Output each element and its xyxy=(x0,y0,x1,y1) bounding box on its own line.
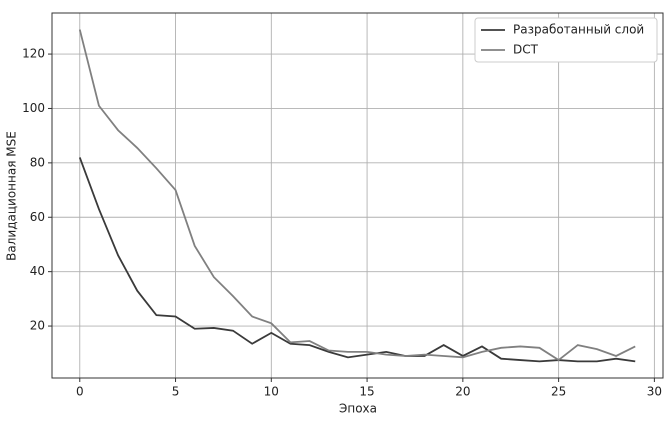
x-tick-label: 10 xyxy=(264,385,279,399)
y-tick-label: 120 xyxy=(22,47,45,61)
y-tick-label: 60 xyxy=(30,210,45,224)
legend-label: Разработанный слой xyxy=(513,23,644,37)
y-tick-label: 100 xyxy=(22,101,45,115)
y-tick-label: 20 xyxy=(30,319,45,333)
y-axis-label: Валидационная MSE xyxy=(5,131,19,261)
legend-label: DCT xyxy=(513,43,539,57)
legend-box xyxy=(474,17,658,63)
series-line xyxy=(78,157,636,363)
plot-frame xyxy=(51,12,664,379)
x-tick-label: 5 xyxy=(172,385,180,399)
y-tick-label: 40 xyxy=(30,264,45,278)
x-tick-label: 25 xyxy=(551,385,566,399)
series-line xyxy=(78,29,636,362)
x-tick-label: 0 xyxy=(76,385,84,399)
x-tick-label: 20 xyxy=(455,385,470,399)
y-tick-label: 80 xyxy=(30,155,45,169)
x-tick-label: 15 xyxy=(359,385,374,399)
x-axis-label: Эпоха xyxy=(339,402,377,416)
x-tick-label: 30 xyxy=(647,385,662,399)
